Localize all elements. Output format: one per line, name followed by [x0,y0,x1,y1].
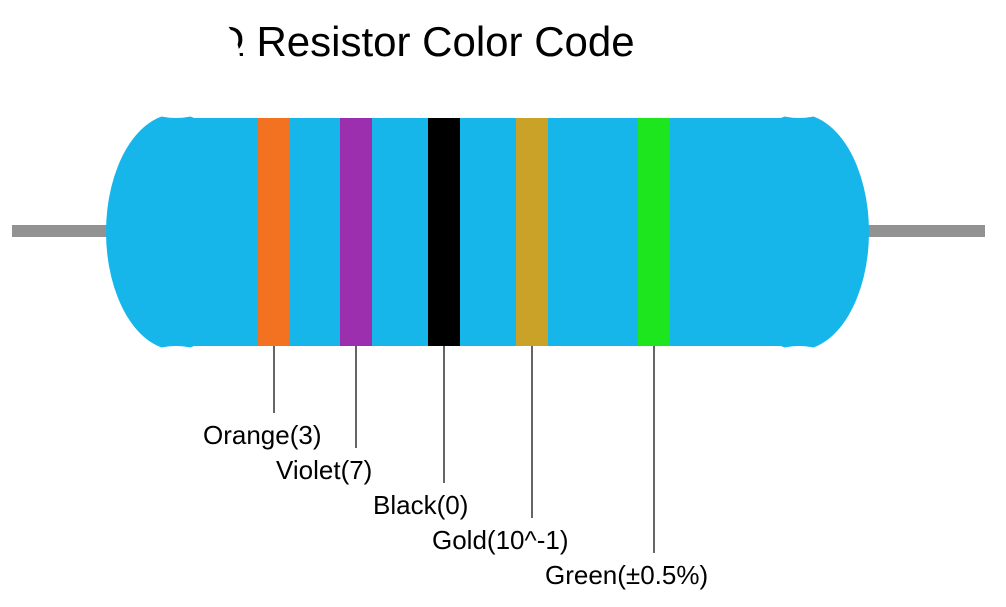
band-orange [258,118,290,346]
lead-right [855,225,985,237]
band-label-violet: Violet(7) [276,455,372,486]
resistor-diagram [0,0,1006,607]
resistor-notch-tr [735,2,863,118]
band-green [638,118,670,346]
leader-lines [274,346,654,553]
resistor-body-group [106,2,869,462]
band-label-black: Black(0) [373,490,468,521]
band-gold [516,118,548,346]
band-label-gold: Gold(10^-1) [432,525,568,556]
band-label-orange: Orange(3) [203,420,322,451]
band-violet [340,118,372,346]
resistor-notch-tl [112,2,240,118]
band-black [428,118,460,346]
lead-left [12,225,120,237]
band-label-green: Green(±0.5%) [545,560,708,591]
resistor-notch-br [735,346,863,462]
